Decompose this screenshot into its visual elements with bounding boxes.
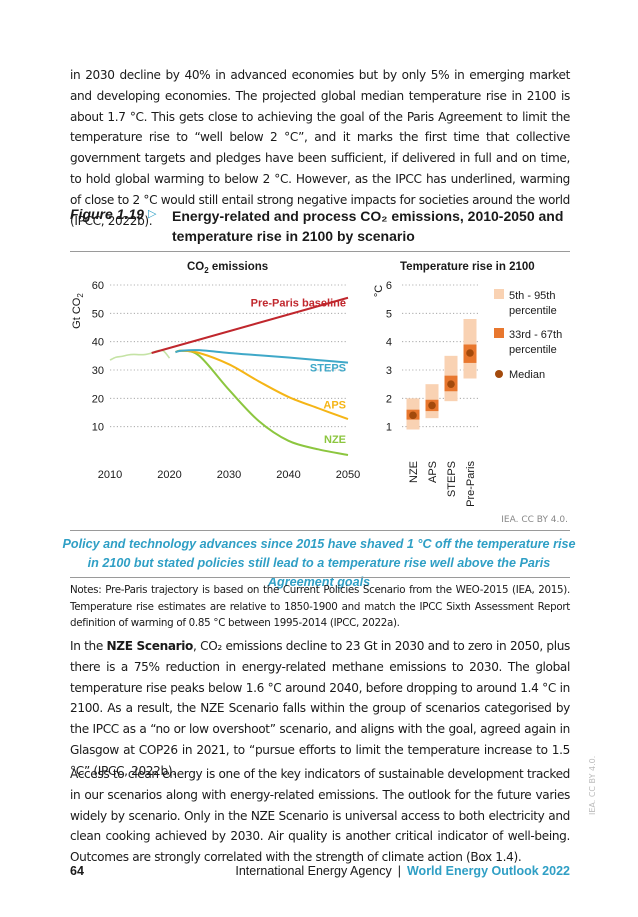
footer-org: International Energy Agency — [235, 864, 392, 878]
nze-scenario-term: NZE Scenario — [106, 639, 194, 653]
co2-y-tick-label: 30 — [92, 365, 104, 377]
co2-y-tick-label: 50 — [92, 308, 104, 320]
co2-y-tick-label: 40 — [92, 337, 104, 349]
co2-chart-title: CO2 emissions — [187, 261, 268, 275]
nze-paragraph: In the NZE Scenario, CO₂ emissions decli… — [70, 636, 570, 782]
figure-notes: Notes: Pre-Paris trajectory is based on … — [70, 584, 570, 629]
side-license-text: IEA. CC BY 4.0. — [588, 755, 597, 815]
co2-x-tick-label: 2010 — [98, 469, 122, 481]
co2-y-tick-label: 60 — [92, 280, 104, 292]
figure-title: Energy-related and process CO₂ emissions… — [172, 208, 564, 244]
temp-y-tick-label: 4 — [386, 337, 392, 349]
co2-y-tick-label: 20 — [92, 393, 104, 405]
legend-p33-67-swatch — [494, 328, 504, 338]
temp-y-tick-label: 5 — [386, 308, 392, 320]
co2-series-line-pre-paris — [151, 296, 349, 354]
access-paragraph: Access to clean energy is one of the key… — [70, 767, 570, 865]
temp-y-tick-label: 1 — [386, 422, 392, 434]
legend-p5-95-swatch — [494, 289, 504, 299]
caption-top-rule — [70, 530, 570, 531]
figure-label: Figure 1.19 — [70, 206, 144, 222]
legend-p33-67-label-2: percentile — [509, 344, 557, 356]
nze-lead-text: In the — [70, 639, 107, 653]
temp-x-tick-label: NZE — [408, 461, 420, 483]
temp-y-tick-label: 3 — [386, 365, 392, 377]
figure-caption: Policy and technology advances since 201… — [62, 537, 576, 589]
temperature-rise-chart: Temperature rise in 2100 °C 1 2 3 4 5 6 NZE AP… — [373, 261, 562, 507]
co2-y-axis-label: Gt CO2 — [71, 293, 85, 329]
legend-median-label: Median — [509, 369, 545, 381]
co2-series-label: NZE — [324, 434, 346, 446]
co2-y-tick-label: 10 — [92, 422, 104, 434]
temp-legend: 5th - 95th percentile 33rd - 67th percen… — [494, 289, 562, 381]
caption-bottom-rule — [70, 577, 570, 578]
page-number: 64 — [70, 864, 84, 878]
footer-separator: | — [397, 864, 401, 878]
figure-credit: IEA. CC BY 4.0. — [501, 515, 568, 525]
legend-p5-95-label: 5th - 95th — [509, 290, 555, 302]
co2-x-tick-label: 2030 — [217, 469, 241, 481]
co2-x-tick-label: 2050 — [336, 469, 360, 481]
legend-p5-95-label-2: percentile — [509, 305, 557, 317]
co2-x-tick-label: 2040 — [276, 469, 300, 481]
intro-paragraph: in 2030 decline by 40% in advanced econo… — [70, 68, 570, 228]
co2-series-label: APS — [323, 399, 346, 411]
figure-top-rule — [70, 251, 570, 252]
temp-y-tick-label: 2 — [386, 393, 392, 405]
temp-y-tick-label: 6 — [386, 280, 392, 292]
temp-median-marker — [447, 380, 455, 388]
co2-x-tick-label: 2020 — [157, 469, 181, 481]
co2-series-line-steps — [175, 349, 349, 364]
temp-x-tick-label: Pre-Paris — [465, 461, 477, 507]
temp-chart-title: Temperature rise in 2100 — [400, 261, 535, 273]
footer-publication: International Energy Agency | World Energy… — [235, 864, 570, 878]
temp-x-tick-label: STEPS — [446, 461, 458, 497]
co2-series-line-historical — [109, 349, 171, 361]
temp-median-marker — [409, 411, 417, 420]
temp-x-tick-label: APS — [427, 461, 439, 483]
co2-series-label: STEPS — [310, 362, 346, 374]
co2-series-label: Pre-Paris baseline — [251, 297, 346, 309]
figure-arrow-icon: ▷ — [148, 208, 157, 220]
legend-median-marker — [495, 370, 503, 378]
temp-median-marker — [466, 349, 474, 357]
temp-median-marker — [428, 401, 436, 410]
footer-pub-title: World Energy Outlook 2022 — [406, 864, 570, 878]
legend-p33-67-label: 33rd - 67th — [509, 329, 562, 341]
nze-rest-text: , CO₂ emissions decline to 23 Gt in 2030… — [70, 639, 570, 778]
temp-y-axis-label: °C — [373, 285, 385, 297]
